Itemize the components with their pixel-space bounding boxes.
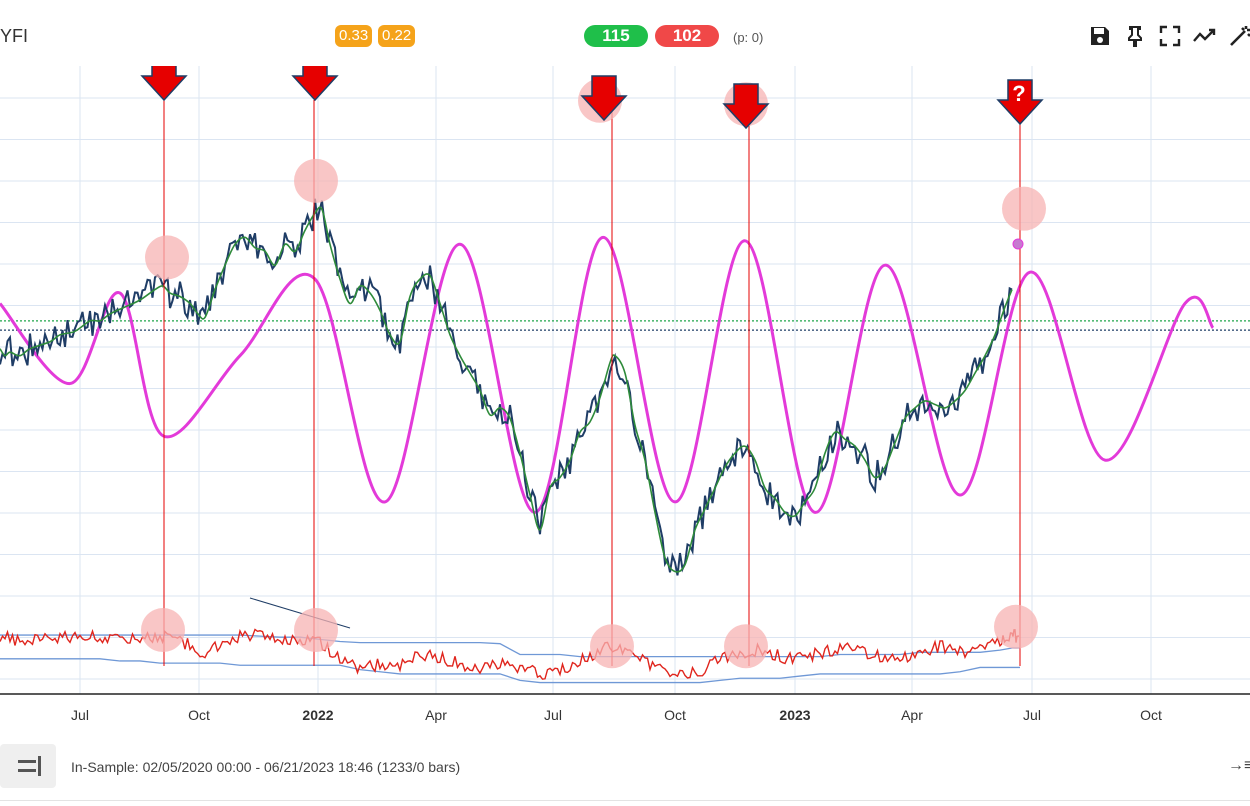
menu-lines-icon bbox=[18, 756, 41, 776]
arrow-to-end-icon[interactable]: →≡ bbox=[1228, 757, 1250, 774]
highlight-circle bbox=[294, 158, 338, 203]
highlight-circle bbox=[294, 608, 338, 653]
highlight-circle bbox=[141, 608, 185, 653]
panel-menu-button[interactable] bbox=[0, 744, 56, 788]
chart-footer: In-Sample: 02/05/2020 00:00 - 06/21/2023… bbox=[0, 740, 1250, 806]
badge-value-2: 0.22 bbox=[378, 25, 416, 47]
down-arrow-shape bbox=[580, 75, 628, 122]
x-tick-label: Apr bbox=[901, 707, 923, 723]
price-series bbox=[0, 198, 1013, 576]
current-point bbox=[1012, 238, 1024, 250]
peak-markers: ? bbox=[140, 66, 1044, 130]
pin-icon[interactable] bbox=[1123, 24, 1147, 48]
down-arrow-shape bbox=[722, 83, 770, 130]
short-count-badge: 102 bbox=[655, 25, 719, 47]
chart-area[interactable]: ? Jul Oct 2022 Apr Jul Oct 2023 Apr Jul Oct bbox=[0, 66, 1250, 736]
price-line bbox=[0, 198, 1013, 576]
x-tick-label: Jul bbox=[71, 707, 89, 723]
cycle-line bbox=[0, 235, 1215, 514]
highlight-circle bbox=[145, 235, 189, 280]
trend-icon[interactable] bbox=[1192, 24, 1216, 48]
x-tick-label: Oct bbox=[664, 707, 686, 723]
down-arrow-shape bbox=[140, 66, 188, 102]
highlight-circle bbox=[994, 604, 1038, 649]
marker-vertical-lines bbox=[163, 100, 1021, 666]
smoothed-price-line bbox=[0, 206, 1013, 573]
down-arrow-shape bbox=[996, 79, 1044, 126]
highlight-circle bbox=[590, 624, 634, 669]
highlight-circles bbox=[141, 78, 1046, 669]
reference-lines bbox=[0, 320, 1250, 331]
highlight-circle bbox=[724, 624, 768, 669]
x-tick-label: Jul bbox=[544, 707, 562, 723]
chart-header: YFI 0.33 0.22 115 102 (p: 0) bbox=[0, 0, 1250, 70]
fullscreen-icon[interactable] bbox=[1158, 24, 1182, 48]
down-arrow-marker bbox=[291, 66, 339, 102]
x-tick-label: Oct bbox=[1140, 707, 1162, 723]
down-arrow-marker bbox=[722, 83, 770, 130]
cycle-wave bbox=[0, 235, 1215, 514]
footer-divider bbox=[0, 800, 1250, 801]
x-tick-label: 2022 bbox=[302, 707, 333, 723]
in-sample-label: In-Sample: 02/05/2020 00:00 - 06/21/2023… bbox=[71, 759, 461, 775]
marker-label: ? bbox=[1012, 81, 1025, 106]
x-tick-label: 2023 bbox=[779, 707, 810, 723]
lower-band bbox=[0, 658, 1020, 684]
chart-grid bbox=[0, 66, 1250, 695]
p-value-label: (p: 0) bbox=[733, 30, 764, 45]
long-count-badge: 115 bbox=[584, 25, 648, 47]
down-arrow-marker bbox=[140, 66, 188, 102]
x-tick-label: Jul bbox=[1023, 707, 1041, 723]
badge-value-1: 0.33 bbox=[335, 25, 373, 47]
down-arrow-marker: ? bbox=[996, 79, 1044, 126]
x-tick-label: Apr bbox=[425, 707, 447, 723]
save-icon[interactable] bbox=[1088, 24, 1112, 48]
symbol-label: YFI bbox=[0, 26, 29, 46]
x-axis: Jul Oct 2022 Apr Jul Oct 2023 Apr Jul Oct bbox=[71, 707, 1162, 723]
down-arrow-shape bbox=[291, 66, 339, 102]
down-arrow-marker bbox=[580, 75, 628, 122]
magic-wand-icon[interactable] bbox=[1228, 24, 1250, 48]
highlight-circle bbox=[1002, 186, 1046, 231]
x-tick-label: Oct bbox=[188, 707, 210, 723]
